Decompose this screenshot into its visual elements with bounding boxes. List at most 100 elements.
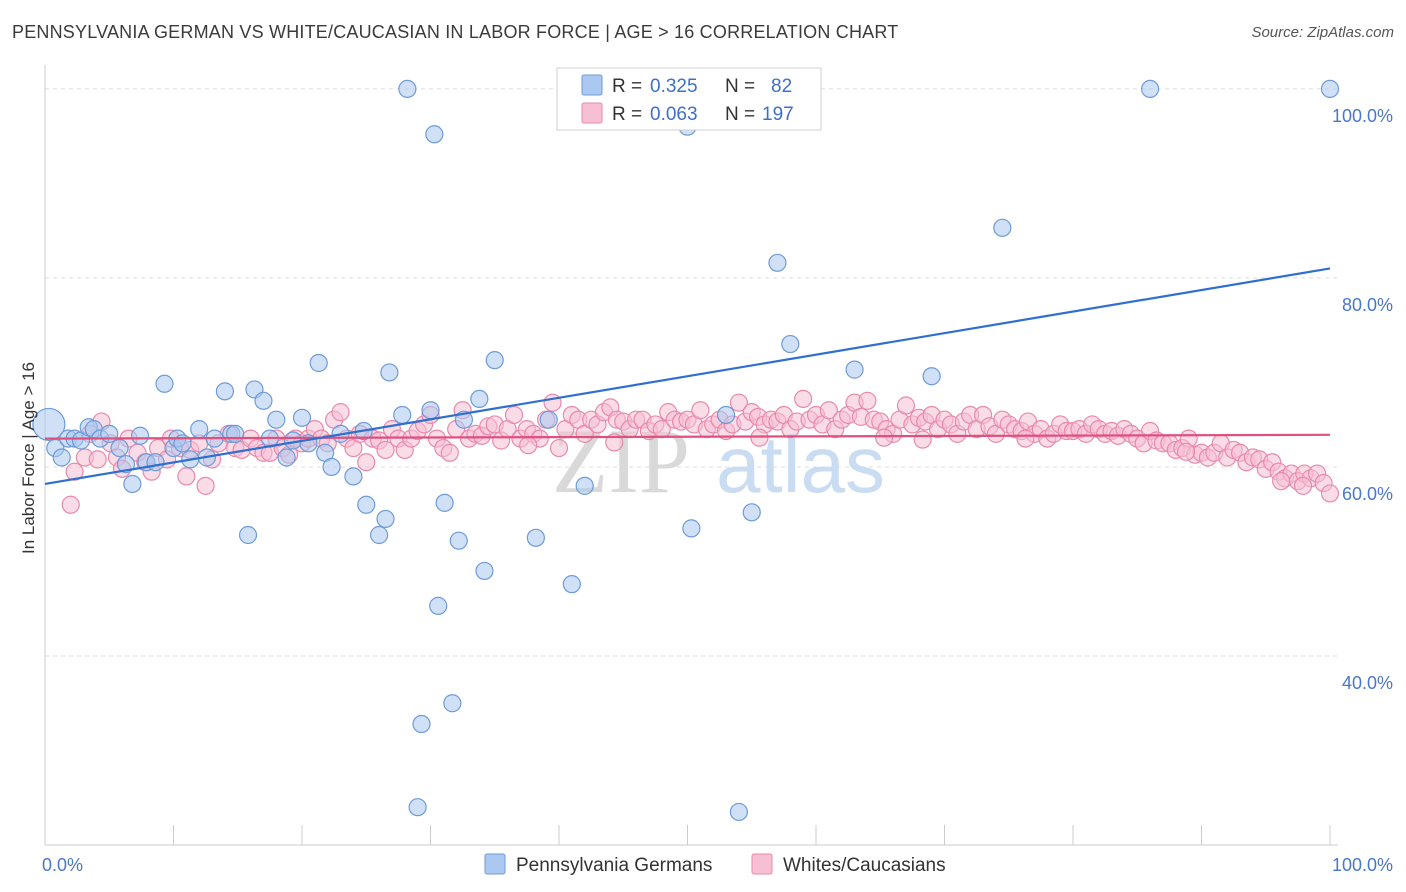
blue-point-60 <box>526 528 545 547</box>
pink-point-196 <box>1293 476 1313 495</box>
pink-point-96 <box>691 401 710 420</box>
blue-point-63 <box>575 476 594 495</box>
blue-point-9 <box>100 424 119 443</box>
blue-point-57 <box>470 389 489 409</box>
blue-point-13 <box>130 426 150 445</box>
blue-point-12 <box>123 474 142 494</box>
blue-point-31 <box>267 410 286 429</box>
blue-point-27 <box>238 525 258 545</box>
blue-point-2 <box>52 448 71 467</box>
y-tick-label-1: 60.0% <box>1342 484 1393 504</box>
pink-point-194 <box>1320 484 1340 503</box>
blue-point-40 <box>344 467 363 486</box>
blue-point-76 <box>1320 79 1340 99</box>
legend-r-label-blue: R = <box>612 76 642 97</box>
pink-point-116 <box>819 401 838 420</box>
pink-point-102 <box>729 393 749 412</box>
pink-point-199 <box>605 433 624 452</box>
bottom-legend-swatch-pink <box>751 853 773 875</box>
blue-point-49 <box>412 714 431 734</box>
blue-point-62 <box>562 575 581 594</box>
blue-point-58 <box>475 561 494 581</box>
blue-point-69 <box>742 503 761 522</box>
blue-point-15 <box>146 453 165 472</box>
pink-point-0 <box>61 495 80 514</box>
trend-line-blue <box>44 267 1331 486</box>
blue-point-55 <box>449 531 468 550</box>
blue-point-71 <box>781 334 800 354</box>
pink-point-203 <box>913 430 932 449</box>
pink-point-201 <box>875 428 894 447</box>
pink-point-44 <box>357 453 376 472</box>
blue-point-24 <box>215 382 234 401</box>
blue-point-68 <box>729 802 749 822</box>
legend-r-value-pink: 0.063 <box>650 104 698 125</box>
blue-point-29 <box>254 391 273 410</box>
pink-point-4 <box>88 450 107 469</box>
x-tick-label-1: 100.0% <box>1332 855 1393 875</box>
legend-swatch-pink <box>581 102 603 124</box>
blue-point-47 <box>398 79 417 99</box>
blue-point-11 <box>116 455 136 474</box>
blue-point-36 <box>309 353 328 373</box>
blue-point-42 <box>357 495 376 514</box>
y-tick-labels: 40.0% 60.0% 80.0% 100.0% <box>1332 106 1393 693</box>
legend-n-value-blue: 82 <box>771 76 792 97</box>
pink-point-112 <box>794 389 813 409</box>
legend-r-label-pink: R = <box>612 104 642 125</box>
bottom-legend-label-blue: Pennsylvania Germans <box>516 855 712 876</box>
x-tick-labels: 0.0% 100.0% <box>42 855 1393 875</box>
y-tick-label-0: 40.0% <box>1342 673 1393 693</box>
blue-point-26 <box>226 424 245 443</box>
blue-point-75 <box>1140 79 1160 99</box>
x-tick-label-0: 0.0% <box>42 855 83 875</box>
pink-point-40 <box>331 403 350 422</box>
pink-point-67 <box>504 405 524 425</box>
pink-point-200 <box>750 428 769 447</box>
blue-point-16 <box>155 374 174 393</box>
legend-n-label-blue: N = <box>725 76 755 97</box>
blue-point-34 <box>292 408 312 427</box>
axes <box>44 65 1338 846</box>
legend-r-value-blue: 0.325 <box>650 76 698 97</box>
blue-point-54 <box>443 694 462 713</box>
blue-point-50 <box>421 401 440 420</box>
blue-point-66 <box>682 519 701 538</box>
blue-point-73 <box>922 367 941 386</box>
y-tick-label-2: 80.0% <box>1342 295 1393 315</box>
pink-point-202 <box>1016 429 1035 448</box>
source-label: Source: ZipAtlas.com <box>1251 24 1394 41</box>
bottom-legend-swatch-blue <box>484 853 506 875</box>
blue-point-72 <box>845 360 864 379</box>
blue-point-38 <box>322 457 341 477</box>
trend-lines <box>44 267 1331 486</box>
blue-point-51 <box>425 125 444 144</box>
watermark-atlas: atlas <box>716 420 885 509</box>
bottom-legend-label-pink: Whites/Caucasians <box>783 855 946 876</box>
legend-swatch-blue <box>581 74 603 96</box>
blue-point-67 <box>716 405 736 425</box>
bottom-legend: Pennsylvania Germans Whites/Caucasians <box>484 853 946 876</box>
y-tick-label-3: 100.0% <box>1332 106 1393 126</box>
blue-point-70 <box>768 253 787 272</box>
blue-point-10 <box>110 438 129 458</box>
blue-point-45 <box>380 363 399 382</box>
pink-point-47 <box>376 440 395 460</box>
series-whites-caucasians <box>61 389 1340 514</box>
pink-point-195 <box>1272 472 1291 491</box>
pink-point-198 <box>519 436 538 455</box>
blue-point-61 <box>539 410 558 429</box>
pink-point-128 <box>896 396 916 415</box>
pink-point-197 <box>1176 442 1196 461</box>
pink-point-1 <box>65 462 84 481</box>
grid-lines <box>45 88 1338 657</box>
blue-point-44 <box>376 509 395 529</box>
blue-point-59 <box>485 351 504 370</box>
pink-point-57 <box>440 443 459 462</box>
blue-point-53 <box>435 493 454 512</box>
blue-point-46 <box>393 405 412 425</box>
legend-n-label-pink: N = <box>725 104 755 125</box>
blue-point-43 <box>370 525 389 545</box>
chart-title: PENNSYLVANIA GERMAN VS WHITE/CAUCASIAN I… <box>12 22 899 42</box>
legend-n-value-pink: 197 <box>762 104 794 125</box>
